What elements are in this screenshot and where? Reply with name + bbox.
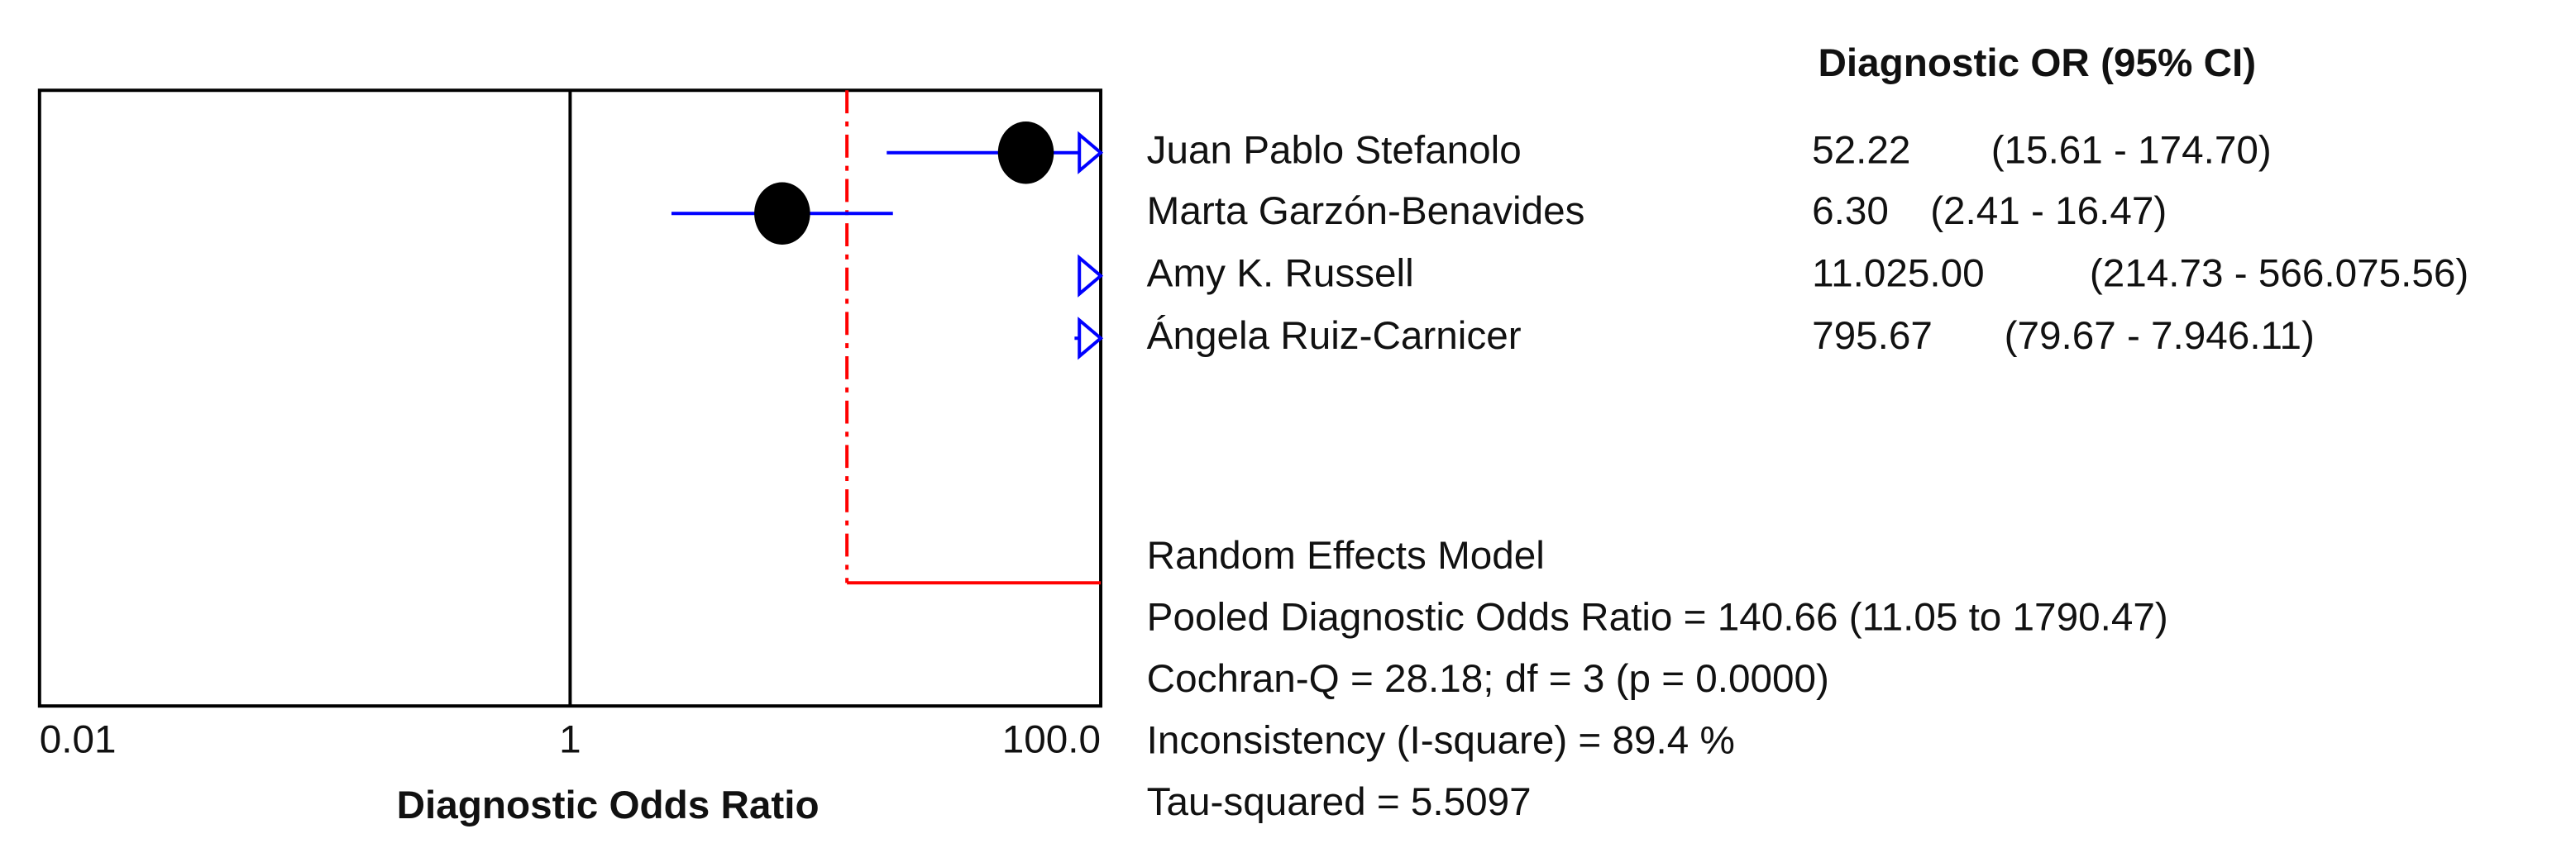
study-name: Marta Garzón-Benavides [1147, 189, 1585, 233]
point-estimate [754, 182, 810, 245]
summary-line: Inconsistency (I-square) = 89.4 % [1147, 718, 1735, 762]
or-value: 795.67 [1812, 314, 1933, 358]
x-tick-label: 100.0 [1002, 717, 1101, 761]
column-header: Diagnostic OR (95% CI) [1818, 41, 2257, 85]
summary-line: Pooled Diagnostic Odds Ratio = 140.66 (1… [1147, 595, 2168, 639]
summary-line: Random Effects Model [1147, 534, 1545, 578]
or-value: 6.30 [1812, 189, 1889, 233]
study-name: Amy K. Russell [1147, 251, 1414, 295]
x-tick-label: 1 [559, 717, 581, 761]
summary-line: Tau-squared = 5.5097 [1147, 780, 1532, 824]
ci-value: (2.41 - 16.47) [1930, 189, 2167, 233]
ci-arrow [1078, 254, 1104, 298]
study-name: Juan Pablo Stefanolo [1147, 128, 1522, 172]
ci-value: (214.73 - 566.075.56) [2090, 251, 2468, 295]
x-axis-label: Diagnostic Odds Ratio [397, 784, 820, 827]
ci-arrow [1078, 317, 1104, 360]
point-estimate [997, 121, 1054, 184]
x-tick-label: 0.01 [40, 717, 117, 761]
study-name: Ángela Ruiz-Carnicer [1147, 314, 1522, 358]
ci-arrow [1078, 131, 1104, 174]
summary-line: Cochran-Q = 28.18; df = 3 (p = 0.0000) [1147, 657, 1829, 701]
or-value: 11.025.00 [1812, 251, 1984, 295]
or-value: 52.22 [1812, 128, 1910, 172]
ci-value: (15.61 - 174.70) [1991, 128, 2272, 172]
ci-value: (79.67 - 7.946.11) [2005, 314, 2315, 358]
